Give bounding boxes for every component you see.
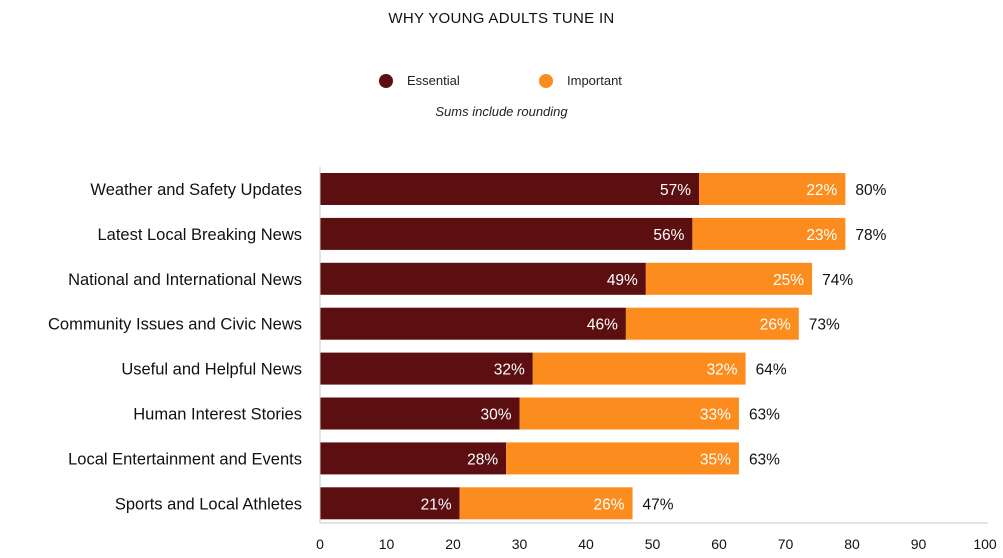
chart-title: WHY YOUNG ADULTS TUNE IN: [388, 10, 615, 27]
category-label: Useful and Helpful News: [121, 361, 302, 379]
total-label: 47%: [643, 496, 674, 513]
total-label: 80%: [855, 182, 886, 199]
data-label-important: 26%: [760, 317, 791, 334]
x-tick-label: 60: [711, 536, 727, 552]
bar-segment-important: [532, 352, 746, 385]
x-tick-label: 90: [911, 536, 927, 552]
data-label-essential: 56%: [653, 227, 684, 244]
bar-segment-essential: [320, 397, 520, 430]
bar-segment-important: [506, 442, 739, 475]
x-tick-label: 80: [844, 536, 860, 552]
data-label-important: 22%: [806, 182, 837, 199]
data-label-important: 23%: [806, 227, 837, 244]
total-label: 74%: [822, 272, 853, 289]
legend-item-essential: Essential: [379, 73, 460, 88]
data-label-essential: 32%: [494, 362, 525, 379]
total-label: 78%: [855, 227, 886, 244]
category-label: Latest Local Breaking News: [97, 226, 302, 244]
data-label-essential: 49%: [607, 272, 638, 289]
x-tick-label: 70: [778, 536, 794, 552]
data-label-important: 33%: [700, 407, 731, 424]
data-label-essential: 21%: [421, 496, 452, 513]
data-label-important: 35%: [700, 451, 731, 468]
bar-segment-essential: [320, 173, 700, 205]
bar-segment-important: [459, 487, 633, 520]
category-label: Sports and Local Athletes: [115, 495, 302, 513]
data-label-essential: 57%: [660, 182, 691, 199]
data-label-essential: 28%: [467, 451, 498, 468]
bar-segment-important: [519, 397, 739, 430]
data-label-important: 26%: [594, 496, 625, 513]
bar-segment-important: [699, 173, 846, 205]
legend-item-important: Important: [539, 73, 622, 88]
category-label: National and International News: [68, 271, 302, 289]
x-tick-label: 100: [973, 536, 997, 552]
total-label: 73%: [809, 317, 840, 334]
total-label: 64%: [756, 362, 787, 379]
category-label: Community Issues and Civic News: [48, 316, 302, 334]
total-label: 63%: [749, 451, 780, 468]
x-tick-label: 30: [512, 536, 528, 552]
legend-label-important: Important: [567, 73, 622, 88]
bar-segment-essential: [320, 352, 533, 385]
bar-segment-essential: [320, 262, 646, 295]
category-label: Weather and Safety Updates: [90, 181, 302, 199]
bar-segment-essential: [320, 442, 507, 475]
x-tick-label: 20: [445, 536, 461, 552]
x-tick-label: 0: [316, 536, 324, 552]
x-tick-label: 10: [379, 536, 395, 552]
x-tick-label: 40: [578, 536, 594, 552]
bar-segment-essential: [320, 307, 626, 340]
category-label: Human Interest Stories: [133, 406, 302, 424]
legend-swatch-important: [539, 73, 553, 88]
total-label: 63%: [749, 407, 780, 424]
data-label-important: 32%: [707, 362, 738, 379]
data-label-important: 25%: [773, 272, 804, 289]
bar-segment-important: [692, 217, 846, 250]
legend-label-essential: Essential: [407, 73, 460, 88]
category-label: Local Entertainment and Events: [68, 450, 302, 468]
legend: Essential Important: [0, 73, 1003, 93]
bar-segment-essential: [320, 217, 693, 250]
chart-note: Sums include rounding: [435, 104, 568, 119]
bar-segment-important: [625, 307, 799, 340]
x-tick-label: 50: [645, 536, 661, 552]
legend-swatch-essential: [379, 73, 393, 88]
bar-segment-important: [645, 262, 813, 295]
bar-segment-essential: [320, 487, 460, 520]
data-label-essential: 30%: [480, 407, 511, 424]
data-label-essential: 46%: [587, 317, 618, 334]
